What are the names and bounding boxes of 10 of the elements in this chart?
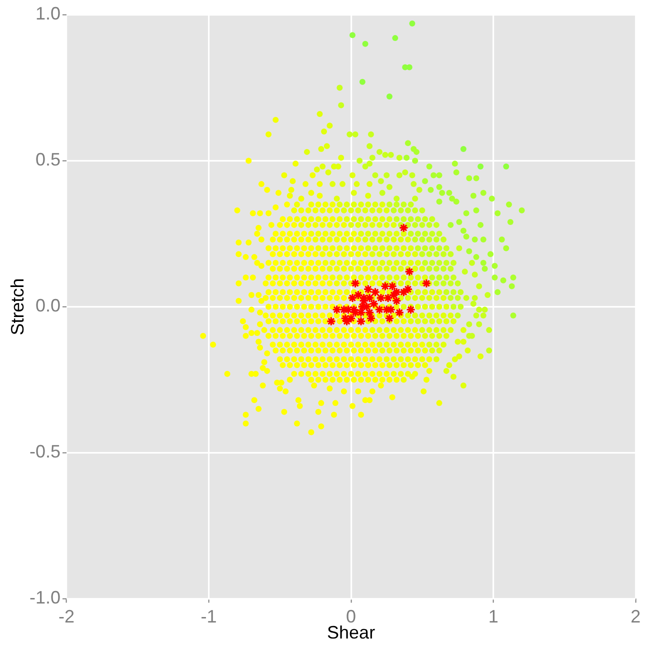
x-tick-label: 1 [488, 606, 498, 626]
x-tick-label: -2 [58, 606, 75, 626]
y-tick-label: 1.0 [35, 4, 60, 24]
y-tick-label: -0.5 [29, 442, 60, 462]
x-tick-label: -1 [200, 606, 217, 626]
y-tick-label: 0.5 [35, 150, 60, 170]
y-tick-label: 0.0 [35, 296, 60, 316]
x-tick-label: 2 [630, 606, 641, 626]
y-tick-label: -1.0 [29, 588, 60, 608]
y-axis-title: Stretch [7, 278, 28, 336]
